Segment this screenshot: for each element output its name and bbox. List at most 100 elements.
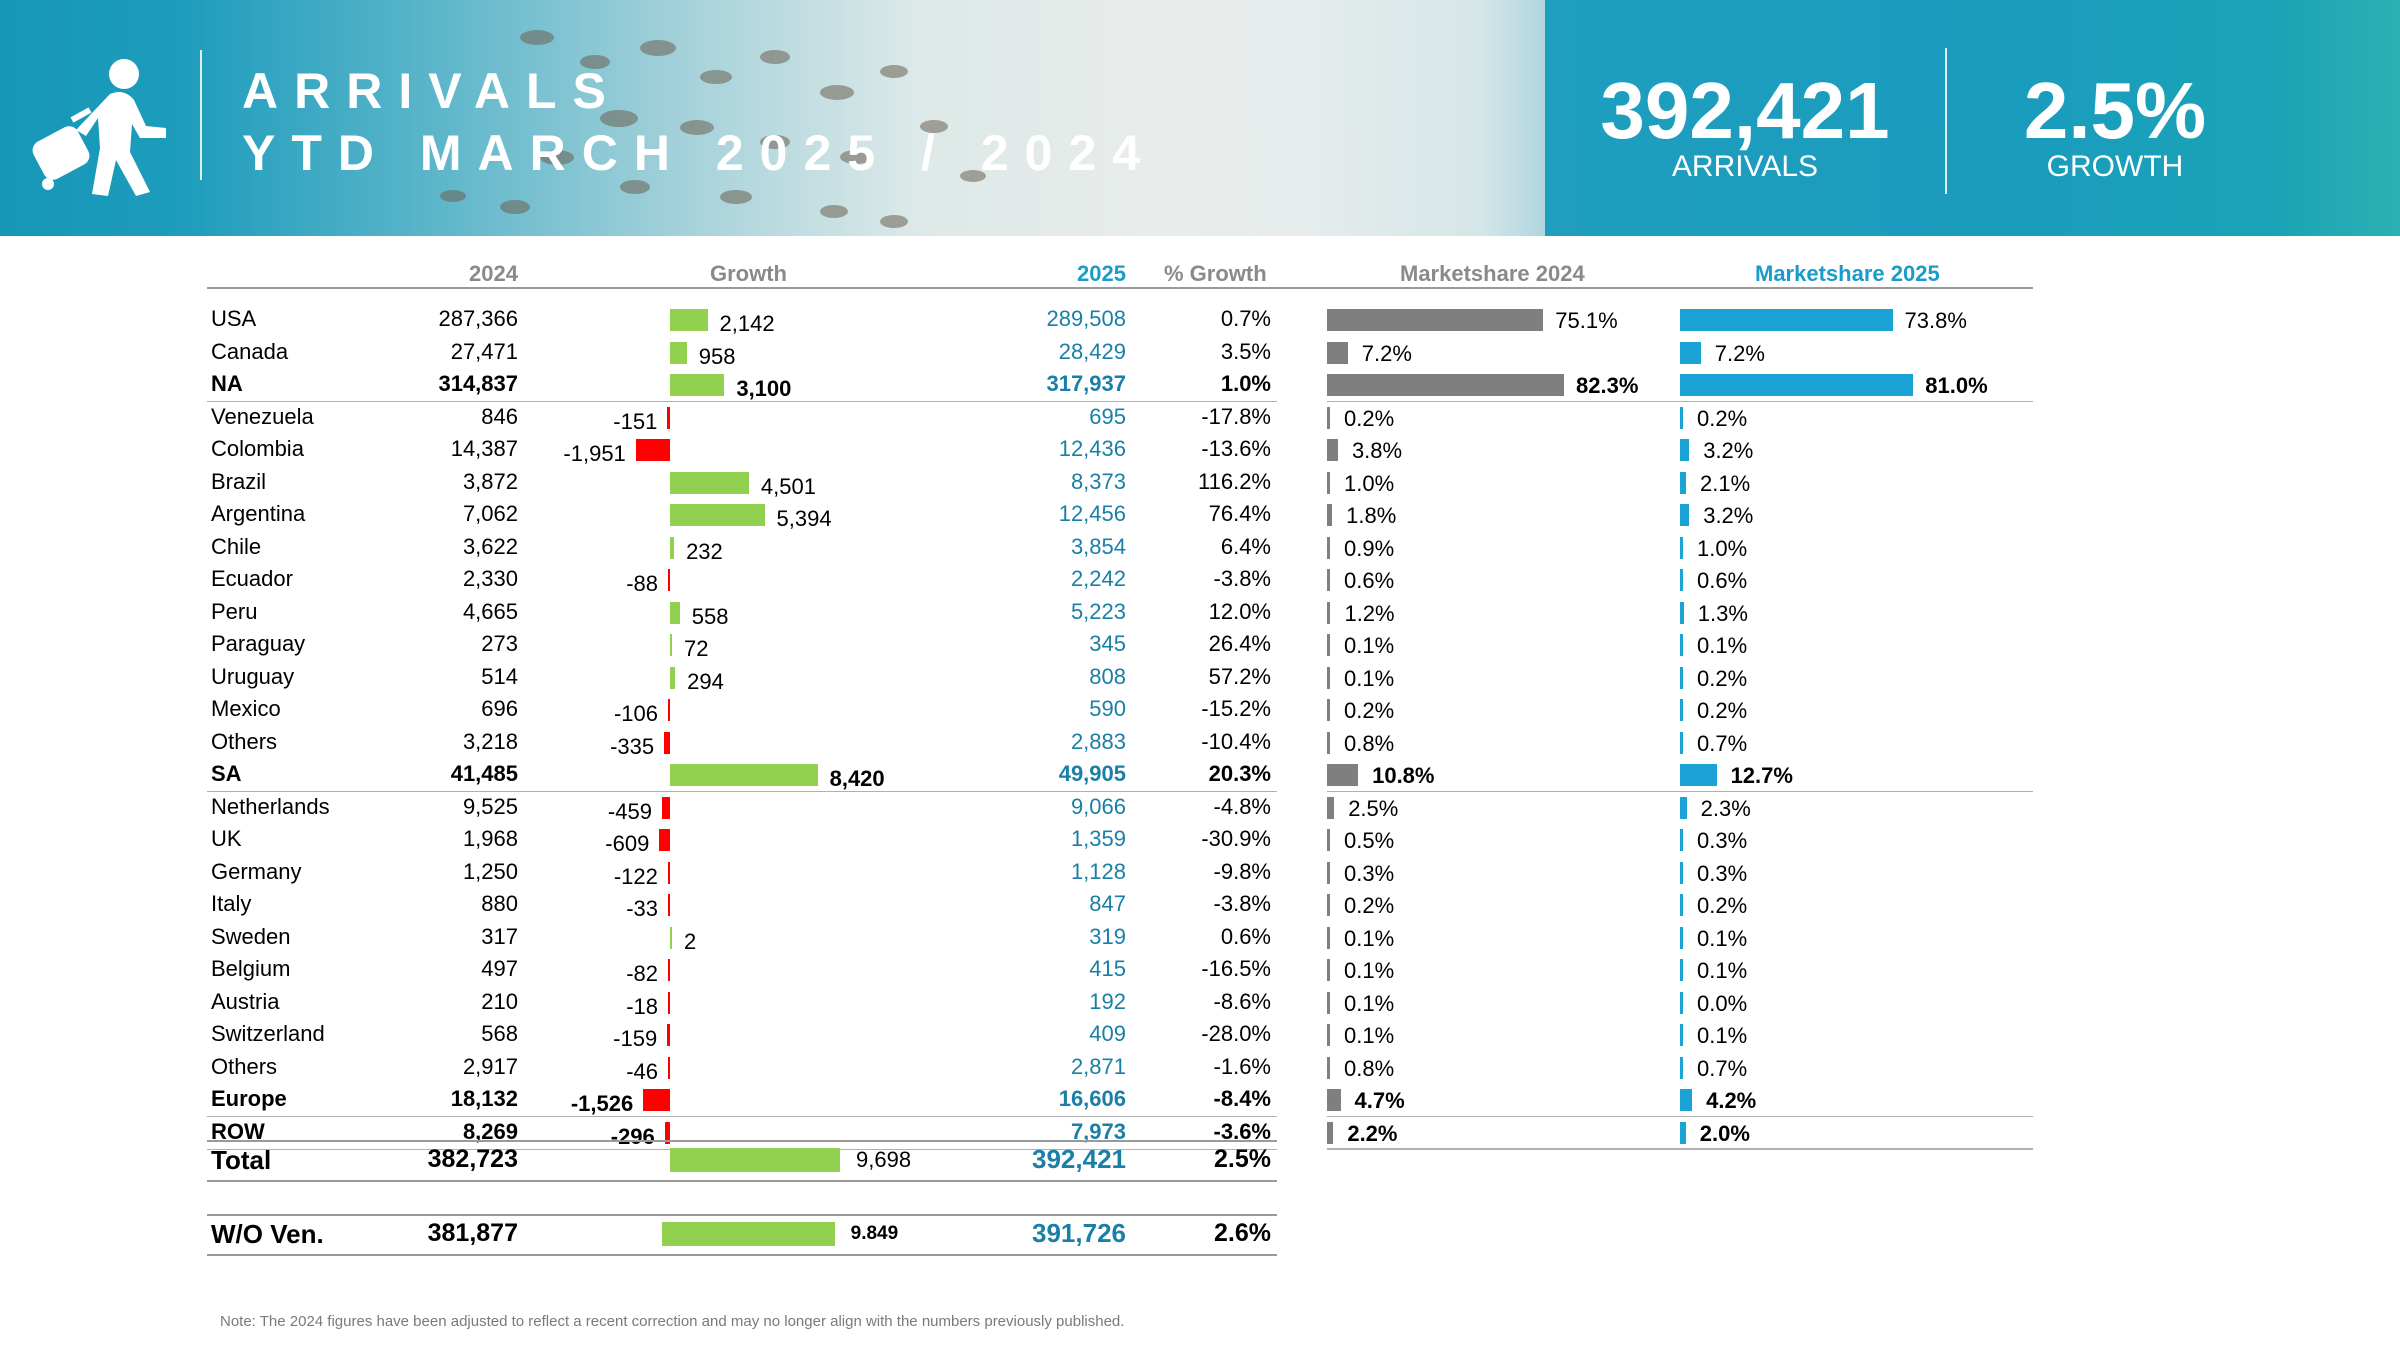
marketshare-2025-label: 0.2% xyxy=(1697,698,1748,723)
marketshare-2024-bar xyxy=(1327,504,1333,526)
growth-label: -33 xyxy=(626,896,658,921)
growth-bar xyxy=(661,796,670,819)
marketshare-2025-label: 3.2% xyxy=(1703,503,1754,528)
value-2024: 497 xyxy=(481,956,518,981)
row-label: Sweden xyxy=(211,923,291,949)
marketshare-2024-bar xyxy=(1327,536,1330,559)
pct-growth: -3.6% xyxy=(1213,1118,1271,1144)
marketshare-2025-bar xyxy=(1680,1056,1683,1079)
marketshare-2024-label: 2.2% xyxy=(1347,1120,1398,1146)
growth-bar xyxy=(668,569,670,591)
marketshare-2024-label: 75.1% xyxy=(1555,308,1618,333)
pct-growth: -13.6% xyxy=(1201,436,1271,461)
arrivals-label: ARRIVALS xyxy=(1671,150,1819,183)
growth-bar xyxy=(667,1024,670,1046)
header-divider xyxy=(200,50,202,180)
marketshare-2024-label: 0.2% xyxy=(1344,405,1395,431)
value-2024: 514 xyxy=(481,663,518,689)
marketshare-2025-bar xyxy=(1680,634,1683,656)
value-2024: 41,485 xyxy=(450,761,518,786)
marketshare-2024-bar xyxy=(1327,861,1330,884)
growth-bar xyxy=(667,861,670,884)
value-2025: 317,937 xyxy=(1046,371,1126,396)
value-2025: 8,373 xyxy=(1070,468,1126,494)
value-2025: 2,242 xyxy=(1070,566,1126,591)
growth-bar xyxy=(635,439,670,461)
total-row-2025: 392,421 xyxy=(1032,1144,1126,1174)
marketshare-2025-label: 0.7% xyxy=(1697,730,1748,756)
marketshare-2024-label: 0.3% xyxy=(1344,860,1395,886)
pct-growth: -9.8% xyxy=(1213,858,1271,884)
pct-growth: -30.9% xyxy=(1201,826,1271,851)
beach-umbrella xyxy=(920,120,948,133)
beach-umbrella xyxy=(820,85,854,100)
growth-label: -106 xyxy=(613,701,658,726)
growth-label: -296 xyxy=(610,1123,655,1149)
beach-umbrella xyxy=(600,110,638,127)
beach-umbrella xyxy=(720,190,752,204)
value-2025: 695 xyxy=(1089,403,1126,429)
pct-growth: -17.8% xyxy=(1201,403,1271,429)
value-2025: 9,066 xyxy=(1070,793,1126,819)
marketshare-2025-label: 0.1% xyxy=(1697,1023,1748,1048)
value-2024: 2,330 xyxy=(462,566,518,591)
arrivals-value: 392,421 xyxy=(1600,66,1890,155)
beach-umbrella xyxy=(880,215,908,228)
marketshare-2025-label: 0.2% xyxy=(1697,893,1748,918)
pct-growth: 3.5% xyxy=(1220,338,1271,364)
beach-umbrella xyxy=(680,120,714,135)
marketshare-2025-bar xyxy=(1680,504,1690,526)
marketshare-2024-bar xyxy=(1327,894,1330,916)
value-2024: 8,269 xyxy=(462,1118,518,1144)
growth-label: 72 xyxy=(684,636,709,661)
growth-bar xyxy=(670,764,818,786)
marketshare-2024-label: 1.2% xyxy=(1344,600,1395,626)
value-2024: 4,665 xyxy=(462,598,518,624)
pct-growth: 20.3% xyxy=(1208,761,1271,786)
marketshare-2025-label: 7.2% xyxy=(1714,340,1765,366)
beach-umbrella xyxy=(580,55,610,69)
growth-label: 294 xyxy=(687,668,724,694)
marketshare-2025-label: 1.3% xyxy=(1697,600,1748,626)
row-label: Mexico xyxy=(211,696,281,721)
marketshare-2024-label: 0.2% xyxy=(1344,698,1395,723)
marketshare-2024-label: 4.7% xyxy=(1354,1088,1405,1113)
traveler-with-suitcase-icon xyxy=(32,59,166,196)
growth-bar xyxy=(670,504,765,526)
beach-umbrella xyxy=(760,50,790,64)
total-row-pct: 2.5% xyxy=(1214,1145,1271,1173)
marketshare-2025-bar xyxy=(1680,1089,1693,1111)
growth-label: -159 xyxy=(613,1026,658,1051)
pct-growth: 0.7% xyxy=(1220,306,1271,331)
growth-label: 558 xyxy=(691,603,729,629)
pct-growth: 57.2% xyxy=(1208,663,1271,689)
value-2024: 9,525 xyxy=(462,793,518,819)
marketshare-2024-label: 7.2% xyxy=(1361,340,1412,366)
growth-label: 8,420 xyxy=(829,766,885,791)
value-2025: 3,854 xyxy=(1070,533,1126,559)
growth-bar xyxy=(670,471,749,494)
marketshare-bottom-line xyxy=(1327,1148,2033,1149)
total-row-2024: 382,723 xyxy=(427,1145,518,1173)
row-label: USA xyxy=(211,306,257,331)
value-2025: 12,436 xyxy=(1058,436,1126,461)
marketshare-2025-label: 0.6% xyxy=(1697,568,1748,593)
growth-label: -609 xyxy=(605,831,650,856)
value-2024: 880 xyxy=(481,891,518,916)
marketshare-2024-label: 1.8% xyxy=(1346,503,1397,528)
row-label: Netherlands xyxy=(211,793,330,819)
wo-ven-row-top-line xyxy=(207,1214,1277,1216)
marketshare-2025-bar xyxy=(1680,471,1687,494)
row-label: Europe xyxy=(211,1086,287,1111)
beach-umbrella xyxy=(700,70,732,84)
wo-ven-row-growth: 9.849 xyxy=(850,1223,899,1244)
marketshare-2024-label: 0.8% xyxy=(1344,730,1395,756)
marketshare-2024-label: 0.1% xyxy=(1344,633,1395,658)
page-title-line2: YTD MARCH 2025 / 2024 xyxy=(242,125,1157,181)
marketshare-2024-label: 0.9% xyxy=(1344,535,1395,561)
growth-label: -1,951 xyxy=(563,441,626,466)
row-label: Chile xyxy=(211,533,262,559)
marketshare-2024-label: 0.1% xyxy=(1344,958,1395,983)
pct-growth: -1.6% xyxy=(1213,1053,1271,1079)
growth-bar xyxy=(670,374,725,396)
